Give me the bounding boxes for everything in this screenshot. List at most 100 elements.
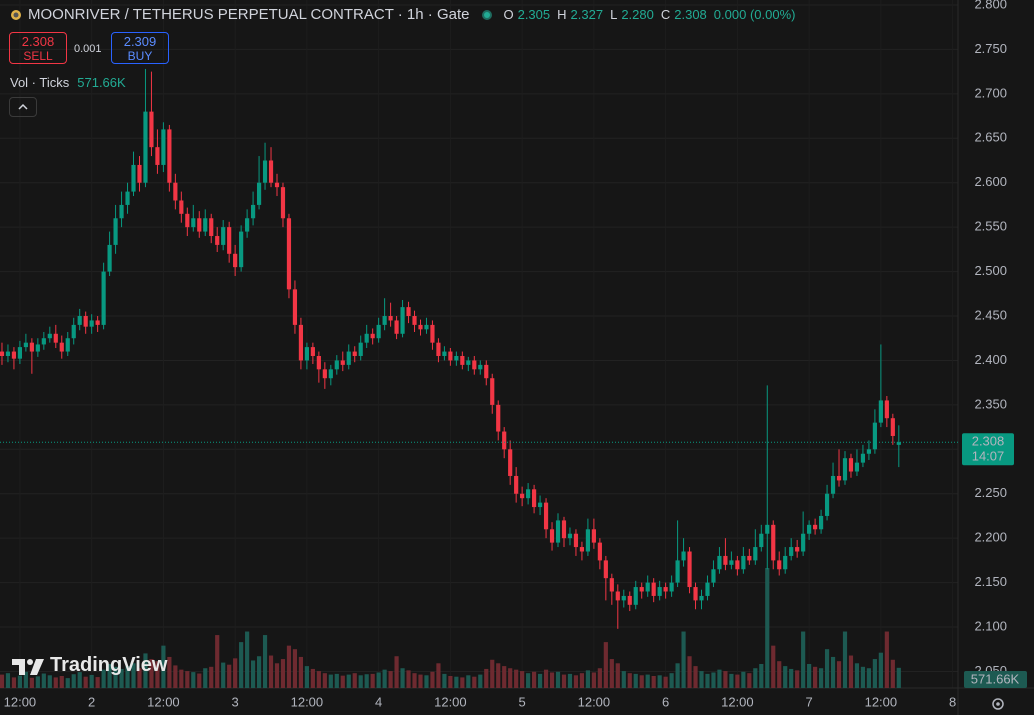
candle-body <box>543 502 549 530</box>
volume-bar <box>597 668 602 688</box>
volume-bar <box>424 675 429 688</box>
candle-body <box>400 307 405 334</box>
volume-bar <box>143 653 148 688</box>
collapse-button[interactable] <box>9 97 37 117</box>
volume-bar <box>274 663 280 688</box>
candle-body <box>627 595 632 605</box>
volume-bar <box>609 659 614 688</box>
volume-bar <box>11 677 17 688</box>
candle-body <box>191 218 196 228</box>
candle-body <box>532 489 537 508</box>
candle-body <box>245 218 250 232</box>
candle-body <box>316 355 321 370</box>
candle-body <box>520 493 525 499</box>
candle-body <box>227 227 232 254</box>
y-tick-label: 2.400 <box>974 352 1007 367</box>
x-tick-label: 3 <box>232 694 239 709</box>
candle-body <box>717 555 722 570</box>
volume-bar <box>651 676 656 688</box>
volume-bar <box>155 661 160 688</box>
volume-bar <box>573 675 579 688</box>
volume-bar <box>627 673 632 688</box>
candle-body <box>896 442 901 445</box>
volume-bar <box>268 655 274 688</box>
volume-bar <box>394 656 399 688</box>
candle-body <box>801 533 806 552</box>
sell-label: SELL <box>23 49 53 63</box>
candle-body <box>813 524 818 530</box>
volume-bar <box>95 677 100 688</box>
candle-body <box>65 338 70 352</box>
volume-bar <box>47 675 52 688</box>
candle-body <box>77 316 82 325</box>
candle-body <box>591 529 596 543</box>
ohlc-value: 2.308 <box>674 7 707 22</box>
y-tick-label: 2.500 <box>974 263 1007 278</box>
x-tick-label: 6 <box>662 694 669 709</box>
volume-bar <box>579 673 585 688</box>
candle-body <box>179 200 184 214</box>
candle-body <box>663 587 668 592</box>
volume-bar <box>304 666 309 688</box>
volume-bar <box>221 662 226 688</box>
candle-body <box>651 582 656 596</box>
volume-bar <box>639 675 644 688</box>
candle-body <box>376 324 381 339</box>
volume-bar <box>866 668 872 688</box>
candle-body <box>382 316 387 325</box>
sell-button[interactable]: 2.308 SELL <box>9 32 67 64</box>
y-tick-label: 2.250 <box>974 485 1007 500</box>
candle-body <box>777 560 782 570</box>
candle-body <box>5 351 11 356</box>
status-dot <box>482 9 493 20</box>
volume-bar <box>388 671 393 688</box>
volume-bar <box>101 669 106 688</box>
candle-body <box>615 591 620 601</box>
candle-body <box>215 236 220 245</box>
volume-bar <box>633 673 638 688</box>
volume-bar <box>645 674 650 688</box>
volume-bar <box>472 676 477 688</box>
volume-bar <box>549 672 555 688</box>
candle-body <box>125 191 130 205</box>
buy-button[interactable]: 2.309 BUY <box>111 32 169 64</box>
volume-bar <box>227 664 232 688</box>
candle-body <box>705 582 710 596</box>
candle-body <box>830 475 836 494</box>
volume-bar <box>699 671 704 688</box>
candle-body <box>340 360 345 365</box>
volume-bar <box>567 673 573 688</box>
price-tag-value: 2.308 <box>972 434 1005 449</box>
volume-bar <box>173 665 178 688</box>
candle-body <box>579 547 585 552</box>
candle-body <box>119 204 124 219</box>
candle-body <box>454 355 459 361</box>
volume-legend: Vol · Ticks 571.66K <box>10 75 126 90</box>
volume-bar <box>532 671 537 688</box>
volume-bar <box>400 668 405 688</box>
volume-bar <box>520 671 525 688</box>
volume-bar <box>239 642 244 688</box>
candle-body <box>101 271 106 325</box>
candle-body <box>860 453 866 463</box>
candle-body <box>89 320 94 327</box>
candle-body <box>657 587 662 596</box>
candle-body <box>11 351 17 359</box>
candle-body <box>866 449 872 454</box>
volume-bar <box>149 659 154 688</box>
volume-bar <box>603 642 608 688</box>
volume-bar <box>771 645 776 688</box>
candle-body <box>29 342 34 352</box>
volume-bar <box>53 677 58 688</box>
settings-button[interactable] <box>992 698 1004 710</box>
volume-bar <box>711 672 716 688</box>
candle-body <box>131 164 136 192</box>
candle-body <box>430 324 435 343</box>
settings-icon <box>992 698 1004 710</box>
volume-bar <box>5 673 11 688</box>
candle-body <box>442 351 447 356</box>
candle-body <box>346 351 351 365</box>
volume-tag-value: 571.66K <box>971 671 1020 686</box>
